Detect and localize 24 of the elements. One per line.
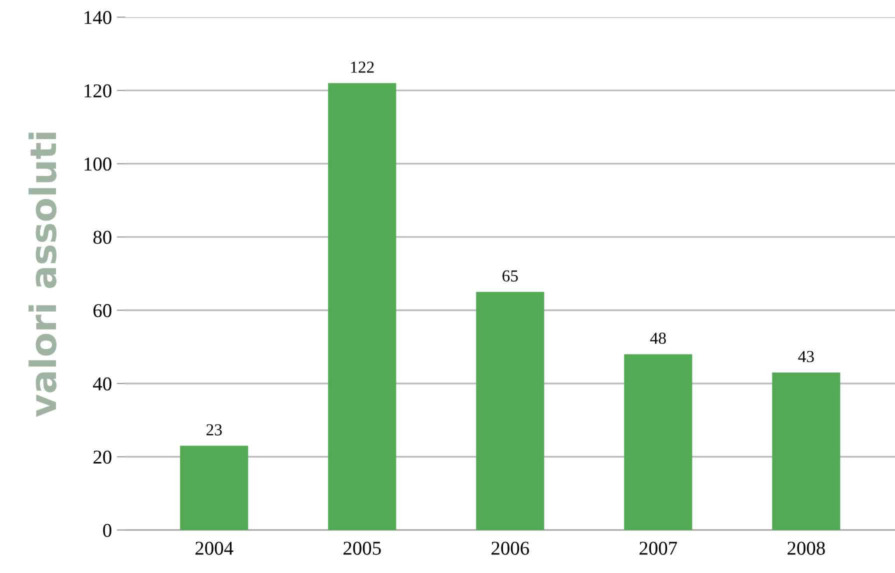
y-tick-label: 0 bbox=[103, 524, 112, 537]
y-tick-label: 80 bbox=[93, 230, 112, 244]
x-tick-label: 2006 bbox=[492, 542, 530, 555]
bar bbox=[772, 372, 840, 530]
bar bbox=[476, 292, 544, 530]
y-axis-title: valori assoluti bbox=[28, 132, 56, 417]
x-tick-label: 2007 bbox=[640, 542, 678, 555]
y-tick-label: 100 bbox=[84, 158, 112, 171]
y-tick-label: 120 bbox=[84, 84, 112, 98]
bar bbox=[328, 83, 396, 530]
y-tick-label: 20 bbox=[94, 450, 112, 464]
x-tick-label: 2008 bbox=[788, 542, 825, 555]
y-tick-label: 140 bbox=[84, 11, 112, 24]
y-tick-label: 60 bbox=[93, 304, 112, 318]
data-label: 122 bbox=[351, 62, 374, 73]
data-label: 23 bbox=[206, 424, 222, 436]
bar bbox=[624, 354, 692, 530]
x-tick-label: 2005 bbox=[344, 542, 381, 555]
data-label: 43 bbox=[798, 350, 814, 362]
data-label: 65 bbox=[502, 270, 518, 282]
data-label: 48 bbox=[650, 332, 666, 344]
x-tick-label: 2004 bbox=[196, 542, 234, 555]
y-tick-label: 40 bbox=[93, 377, 112, 390]
bar bbox=[180, 446, 248, 530]
